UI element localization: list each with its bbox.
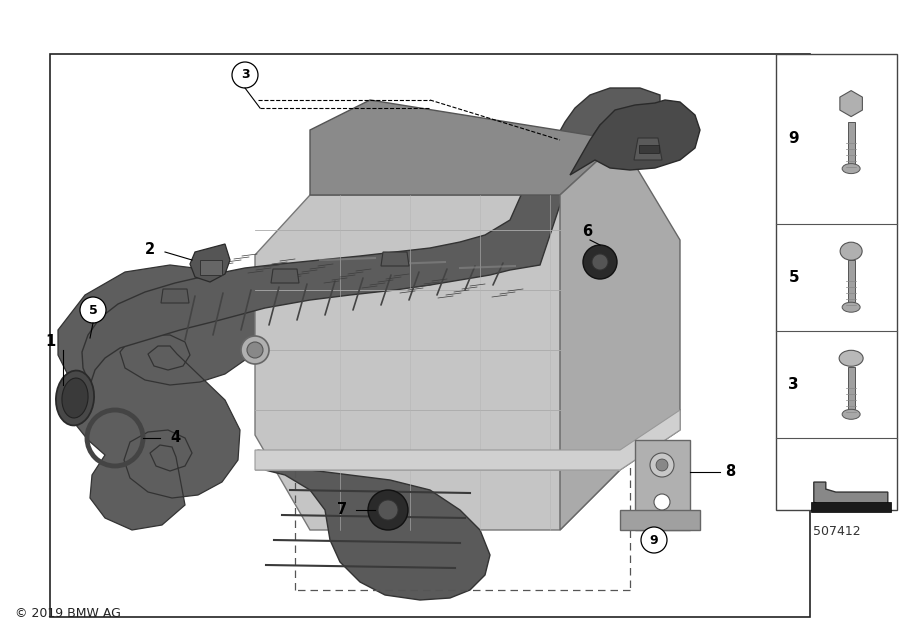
Polygon shape <box>255 410 680 470</box>
Polygon shape <box>161 289 189 303</box>
Circle shape <box>654 457 670 473</box>
Bar <box>200 260 222 275</box>
Polygon shape <box>381 252 409 266</box>
Polygon shape <box>560 140 680 530</box>
Ellipse shape <box>842 410 860 420</box>
Text: © 2019 BMW AG: © 2019 BMW AG <box>15 607 121 620</box>
Circle shape <box>583 245 617 279</box>
Text: 5: 5 <box>788 270 799 285</box>
Text: 8: 8 <box>724 464 735 479</box>
Polygon shape <box>840 91 862 117</box>
Bar <box>848 367 855 410</box>
Ellipse shape <box>247 342 263 358</box>
Polygon shape <box>310 100 620 195</box>
Text: 6: 6 <box>582 224 592 239</box>
Ellipse shape <box>56 370 94 425</box>
Polygon shape <box>255 195 620 530</box>
Text: 3: 3 <box>788 377 799 392</box>
Polygon shape <box>190 244 230 282</box>
Polygon shape <box>265 470 490 600</box>
Ellipse shape <box>839 350 863 366</box>
Polygon shape <box>814 482 887 507</box>
Bar <box>620 510 700 530</box>
Circle shape <box>378 500 398 520</box>
Bar <box>639 145 659 153</box>
Text: 5: 5 <box>88 304 97 316</box>
Ellipse shape <box>840 242 862 260</box>
Ellipse shape <box>241 336 269 364</box>
Circle shape <box>592 254 608 270</box>
Circle shape <box>368 490 408 530</box>
Polygon shape <box>570 100 700 175</box>
Bar <box>776 54 897 510</box>
Text: 7: 7 <box>337 503 347 517</box>
Bar <box>811 502 891 512</box>
Circle shape <box>656 459 668 471</box>
Bar <box>848 260 855 302</box>
Circle shape <box>650 453 674 477</box>
Text: 3: 3 <box>240 69 249 81</box>
Bar <box>848 122 855 164</box>
Text: 1: 1 <box>45 335 55 350</box>
Text: 2: 2 <box>145 243 155 258</box>
Ellipse shape <box>62 378 88 418</box>
Text: 9: 9 <box>788 131 799 146</box>
Text: 9: 9 <box>650 534 658 546</box>
Ellipse shape <box>842 164 860 174</box>
Bar <box>50 54 810 617</box>
Text: 4: 4 <box>170 430 180 445</box>
Polygon shape <box>634 138 662 160</box>
Circle shape <box>232 62 258 88</box>
Polygon shape <box>271 269 299 283</box>
Polygon shape <box>82 88 660 385</box>
Text: 507412: 507412 <box>813 525 860 538</box>
Circle shape <box>654 494 670 510</box>
Circle shape <box>80 297 106 323</box>
Ellipse shape <box>842 302 860 312</box>
Circle shape <box>641 527 667 553</box>
Bar <box>635 440 690 530</box>
Polygon shape <box>58 265 258 530</box>
